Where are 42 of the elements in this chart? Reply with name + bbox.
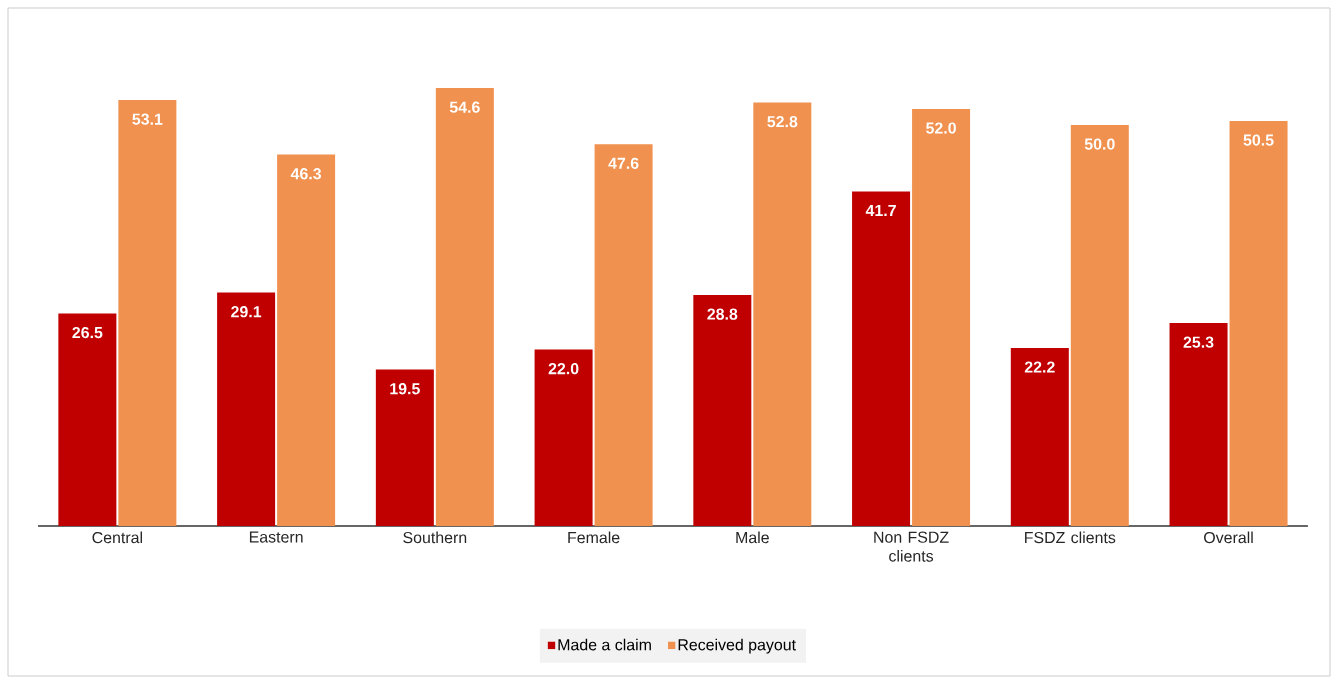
bar xyxy=(1169,323,1228,526)
bar xyxy=(1229,120,1288,526)
bar xyxy=(118,100,177,526)
bar xyxy=(277,154,336,526)
bar xyxy=(534,349,593,526)
data-label: 22.0 xyxy=(548,363,579,375)
bar xyxy=(375,369,434,526)
bar xyxy=(58,313,117,526)
data-label: 54.6 xyxy=(449,101,480,113)
data-label: 47.6 xyxy=(608,157,639,169)
x-tick-label: Male xyxy=(736,531,769,544)
data-label: 41.7 xyxy=(865,205,896,216)
x-tick-label: Southern xyxy=(403,531,467,544)
data-label: 22.2 xyxy=(1024,361,1055,373)
x-tick-label: Central xyxy=(92,531,142,544)
data-label: 25.3 xyxy=(1183,336,1214,348)
bar xyxy=(852,191,911,526)
data-label: 52.8 xyxy=(767,115,798,128)
bar xyxy=(753,102,812,526)
bar xyxy=(912,108,971,526)
x-tick-label: Eastern xyxy=(249,531,303,543)
data-label: 26.5 xyxy=(72,326,103,339)
bar xyxy=(1010,347,1069,526)
bar xyxy=(693,294,752,526)
x-tick-label: Overall xyxy=(1204,531,1253,544)
x-tick-label: Female xyxy=(568,531,620,544)
bar xyxy=(1070,124,1129,526)
data-label: 50.0 xyxy=(1084,138,1115,150)
x-tick-label: Non FSDZ clients xyxy=(874,531,949,562)
data-label: 28.8 xyxy=(707,308,738,320)
data-label: 52.0 xyxy=(926,122,956,134)
x-tick-label: FSDZ clients xyxy=(1025,531,1116,544)
data-label: 19.5 xyxy=(390,383,420,395)
bar xyxy=(217,292,276,526)
legend-label: Made a claim xyxy=(558,638,651,651)
legend-label: Received payout xyxy=(678,638,796,654)
data-label: 53.1 xyxy=(132,113,163,125)
data-label: 46.3 xyxy=(290,168,322,180)
data-label: 29.1 xyxy=(231,306,262,318)
data-label: 50.5 xyxy=(1243,134,1274,146)
bar xyxy=(594,144,653,526)
bar xyxy=(435,88,494,526)
